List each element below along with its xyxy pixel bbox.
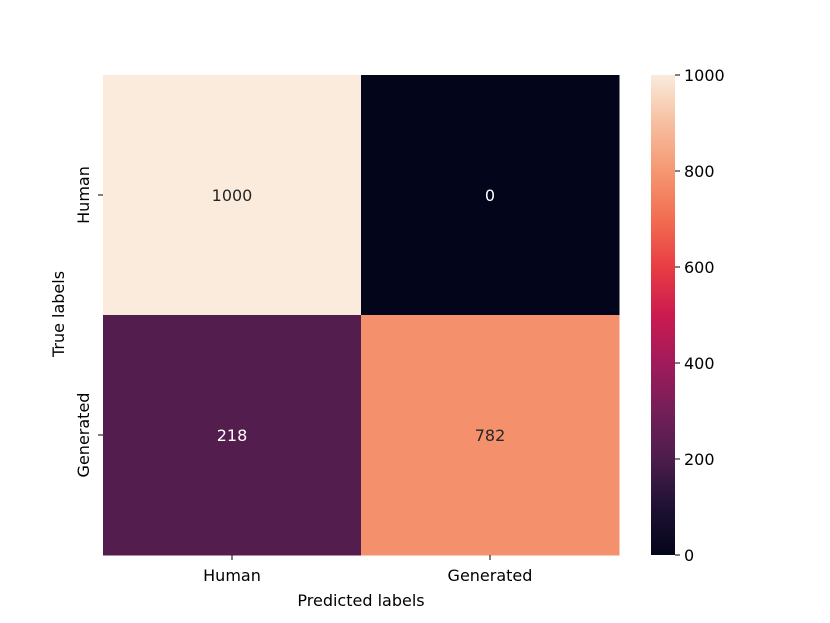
cell-value-label: 1000 xyxy=(212,186,253,205)
heatmap-cell xyxy=(103,315,362,556)
colorbar-tick-label: 400 xyxy=(684,354,715,373)
cell-annotations: 1000 0 218 782 xyxy=(212,186,506,445)
colorbar-tick-label: 600 xyxy=(684,258,715,277)
colorbar: 0 200 400 600 800 1000 xyxy=(651,66,725,565)
x-tick-label: Human xyxy=(203,566,261,585)
cell-value-label: 0 xyxy=(485,186,495,205)
y-axis-label: True labels xyxy=(49,271,68,358)
y-axis-ticks: Human Generated xyxy=(74,166,103,477)
x-axis-ticks: Human Generated xyxy=(203,555,532,585)
heatmap-cell xyxy=(361,75,620,316)
cell-value-label: 218 xyxy=(217,426,248,445)
x-tick-label: Generated xyxy=(448,566,533,585)
colorbar-tick-label: 800 xyxy=(684,162,715,181)
heatmap-cells xyxy=(103,75,620,556)
colorbar-tick-label: 0 xyxy=(684,546,694,565)
colorbar-gradient xyxy=(651,75,675,555)
y-tick-label: Generated xyxy=(74,393,93,478)
cell-value-label: 782 xyxy=(475,426,506,445)
x-axis-label: Predicted labels xyxy=(297,591,424,610)
heatmap-cell xyxy=(361,315,620,556)
y-tick-label: Human xyxy=(74,166,93,224)
colorbar-tick-label: 1000 xyxy=(684,66,725,85)
heatmap-cell xyxy=(103,75,362,316)
colorbar-tick-label: 200 xyxy=(684,450,715,469)
